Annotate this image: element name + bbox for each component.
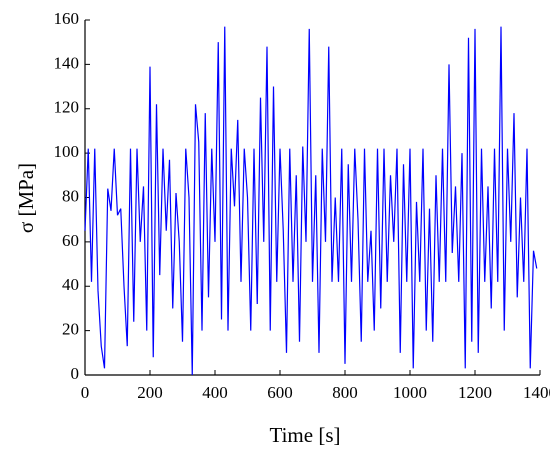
x-axis-label: Time [s] <box>270 423 341 447</box>
y-tick-label: 120 <box>54 98 80 117</box>
x-tick-label: 1200 <box>458 383 492 402</box>
x-tick-label: 600 <box>267 383 293 402</box>
x-tick-label: 1000 <box>393 383 427 402</box>
y-tick-label: 140 <box>54 53 80 72</box>
x-tick-label: 800 <box>332 383 358 402</box>
y-tick-label: 0 <box>71 364 80 383</box>
y-tick-label: 160 <box>54 9 80 28</box>
y-tick-label: 100 <box>54 142 80 161</box>
y-axis-label: σ [MPa] <box>14 163 38 233</box>
x-tick-label: 200 <box>137 383 163 402</box>
x-tick-label: 1400 <box>523 383 550 402</box>
x-tick-label: 0 <box>81 383 90 402</box>
y-tick-label: 20 <box>62 320 79 339</box>
x-tick-label: 400 <box>202 383 228 402</box>
y-tick-label: 60 <box>62 231 79 250</box>
y-tick-label: 80 <box>62 186 79 205</box>
data-line <box>84 26 538 376</box>
y-tick-label: 40 <box>62 275 79 294</box>
